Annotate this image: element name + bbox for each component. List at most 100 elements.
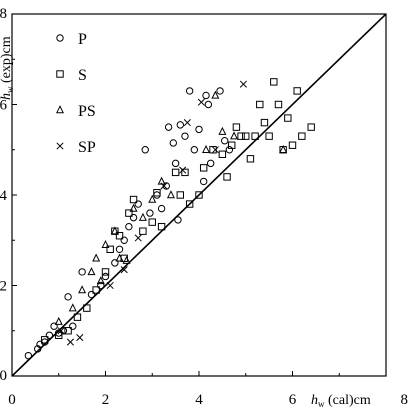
point-p [78, 268, 86, 276]
x-tick-label: 6 [289, 392, 297, 408]
point-p [36, 340, 44, 349]
y-tick-label: 6 [0, 98, 8, 114]
point-ps [148, 194, 157, 203]
point-p [174, 216, 182, 224]
point-p [50, 322, 58, 330]
point-p [164, 123, 173, 131]
point-p [221, 137, 229, 145]
point-s [181, 168, 189, 177]
legend-label-ps: PS [78, 103, 96, 120]
legend-marker-ps [55, 105, 65, 114]
point-p [199, 177, 208, 186]
point-s [284, 114, 292, 122]
point-sp [197, 98, 205, 106]
point-ps [166, 190, 175, 199]
point-sp [134, 234, 142, 242]
point-s [307, 123, 315, 131]
point-s [106, 245, 114, 254]
point-s [251, 132, 259, 140]
point-ps [138, 212, 147, 221]
point-s [55, 331, 63, 339]
legend-label-s: S [78, 67, 87, 84]
point-ps [129, 203, 138, 212]
point-s [176, 191, 185, 199]
point-ps [230, 131, 239, 140]
series-p [24, 87, 234, 360]
point-s [260, 118, 269, 127]
point-sp [120, 266, 128, 274]
point-sp [160, 182, 168, 190]
point-ps [122, 255, 131, 264]
series-ps [54, 90, 288, 325]
x-tick-label: 8 [401, 392, 409, 408]
point-s [41, 336, 49, 344]
point-sp [66, 338, 74, 346]
y-tick-label: 2 [0, 279, 7, 295]
data-points [24, 78, 315, 360]
point-s [265, 132, 273, 140]
point-p [176, 121, 185, 129]
point-ps [92, 253, 101, 262]
point-ps [78, 285, 87, 294]
point-sp [106, 281, 114, 290]
point-sp [57, 327, 65, 335]
point-p [216, 87, 224, 95]
y-tick-label: 4 [0, 188, 8, 204]
point-s [83, 304, 91, 312]
reference-line-group [11, 13, 387, 377]
point-s [73, 313, 82, 321]
y-tick-label: 8 [0, 6, 7, 22]
point-p [24, 351, 33, 360]
point-ps [218, 126, 227, 135]
point-p [204, 100, 213, 109]
point-s [153, 189, 161, 197]
reference-line [11, 13, 387, 377]
point-p [157, 204, 166, 213]
point-ps [68, 303, 77, 312]
point-s [199, 164, 208, 172]
point-p [146, 209, 154, 217]
point-s [157, 222, 166, 231]
point-p [141, 146, 149, 154]
series-s [41, 78, 315, 344]
point-s [139, 227, 147, 235]
point-p [34, 345, 42, 353]
point-ps [96, 276, 105, 285]
point-s [115, 232, 124, 240]
point-sp [179, 166, 187, 174]
point-p [120, 236, 128, 244]
point-ps [279, 144, 288, 153]
point-p [162, 182, 170, 190]
point-ps [115, 253, 124, 262]
y-tick-label: 0 [0, 368, 7, 384]
point-s [148, 218, 156, 226]
point-ps [202, 144, 211, 153]
point-s [209, 146, 217, 154]
point-p [206, 159, 215, 168]
point-p [169, 139, 177, 147]
point-s [274, 100, 283, 109]
point-s [237, 132, 245, 140]
point-s [256, 100, 264, 109]
point-s [195, 191, 203, 199]
point-s [185, 200, 194, 208]
legend-marker-sp [56, 142, 64, 150]
x-tick-label: 0 [8, 392, 16, 408]
point-p [111, 259, 119, 267]
point-p [153, 191, 161, 199]
point-p [45, 331, 54, 339]
legend-label-sp: SP [78, 139, 96, 156]
point-s [298, 132, 306, 140]
point-sp [239, 80, 247, 88]
point-ps [211, 90, 220, 99]
point-p [115, 245, 124, 254]
point-p [202, 91, 210, 100]
legend-label-p: P [78, 31, 87, 48]
point-p [171, 159, 180, 168]
point-s [293, 87, 301, 95]
point-p [185, 87, 194, 95]
point-p [87, 290, 96, 299]
point-s [223, 173, 231, 181]
